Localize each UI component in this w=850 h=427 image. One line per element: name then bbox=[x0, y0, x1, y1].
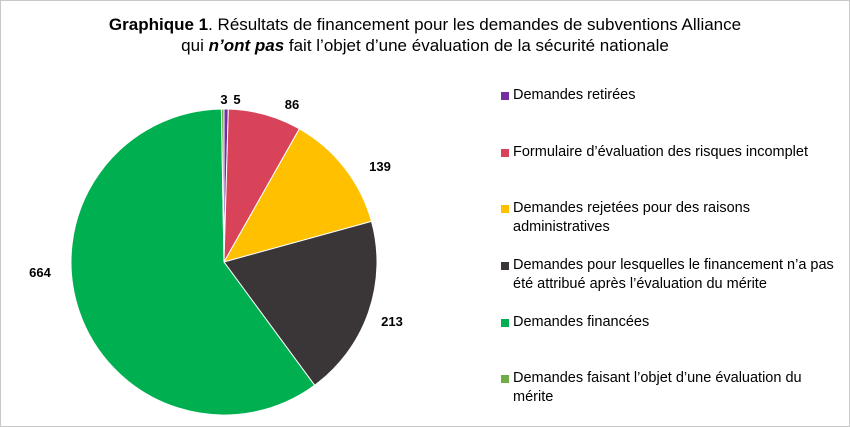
title-rest: . Résultats de financement pour les dema… bbox=[208, 15, 742, 34]
pie-slice bbox=[220, 108, 225, 263]
legend-label: Demandes retirées bbox=[513, 87, 636, 103]
legend-swatch bbox=[501, 375, 509, 383]
title-line2-pre: qui bbox=[181, 36, 209, 55]
title-bold: Graphique 1 bbox=[108, 15, 209, 34]
data-label: 213 bbox=[381, 314, 403, 329]
legend-swatch bbox=[501, 205, 509, 213]
data-label: 3 bbox=[220, 92, 227, 107]
legend-item: Formulaire d’évaluation des risques inco… bbox=[501, 143, 808, 162]
legend-swatch bbox=[501, 319, 509, 327]
legend-swatch bbox=[501, 262, 509, 270]
data-label: 139 bbox=[369, 159, 391, 174]
pie-slice bbox=[223, 220, 378, 386]
pie-slice bbox=[222, 128, 373, 263]
legend-swatch bbox=[501, 149, 509, 157]
data-label: 86 bbox=[285, 97, 299, 112]
legend-item: Demandes pour lesquelles le financement … bbox=[501, 256, 841, 294]
legend-label: Formulaire d’évaluation des risques inco… bbox=[513, 144, 808, 160]
legend-item: Demandes rejetées pour des raisons admin… bbox=[501, 199, 841, 237]
data-label: 664 bbox=[29, 265, 51, 280]
title-line2-post: fait l’objet d’une évaluation de la sécu… bbox=[284, 36, 669, 55]
legend-item: Demandes faisant l’objet d’une évaluatio… bbox=[501, 369, 841, 407]
title-emphasis: n’ont pas bbox=[208, 36, 285, 55]
data-label: 5 bbox=[233, 92, 240, 107]
legend-label: Demandes faisant l’objet d’une évaluatio… bbox=[513, 370, 802, 405]
legend-item: Demandes retirées bbox=[501, 86, 636, 105]
legend-label: Demandes rejetées pour des raisons admin… bbox=[513, 200, 750, 235]
chart-title: Graphique 1. Résultats de financement po… bbox=[0, 14, 850, 56]
legend-label: Demandes financées bbox=[513, 314, 650, 330]
legend-item: Demandes financées bbox=[501, 313, 649, 332]
legend-label: Demandes pour lesquelles le financement … bbox=[513, 257, 834, 292]
pie-slice bbox=[70, 108, 316, 416]
legend-swatch bbox=[501, 92, 509, 100]
